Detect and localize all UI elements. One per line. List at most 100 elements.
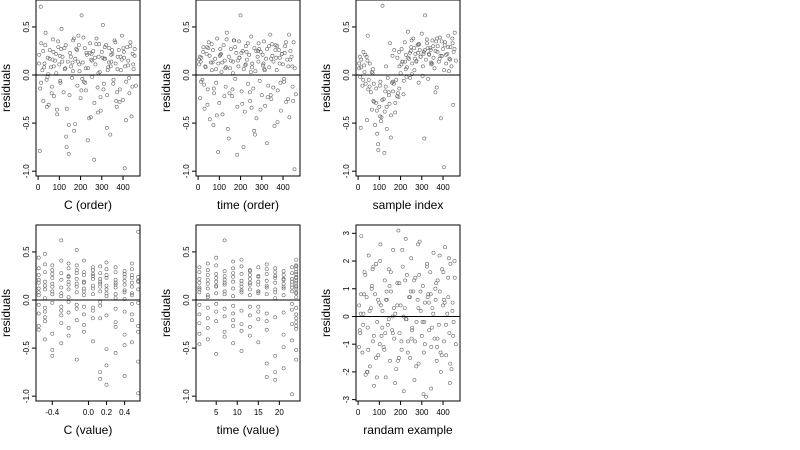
data-point (236, 39, 241, 44)
data-point (447, 69, 451, 74)
data-point (97, 42, 102, 47)
data-point (82, 289, 86, 294)
data-point (273, 280, 278, 285)
x-axis: 0 100 200 300 400 (356, 401, 450, 417)
data-point (426, 292, 431, 297)
data-point (240, 102, 245, 106)
data-point (235, 152, 240, 157)
data-point (104, 363, 109, 368)
data-point (403, 236, 408, 241)
data-point (401, 92, 406, 97)
y-tick-label: -0.5 (22, 341, 31, 355)
data-point (378, 242, 383, 247)
data-point (95, 85, 100, 90)
data-point (50, 300, 55, 305)
data-point (256, 49, 260, 53)
data-point (385, 322, 390, 327)
data-point (263, 103, 267, 108)
data-point (257, 47, 262, 51)
data-point (43, 270, 47, 275)
x-tick-label: 5 (214, 408, 219, 417)
data-point (366, 253, 371, 258)
data-point (400, 247, 405, 252)
data-point (369, 70, 374, 75)
data-point (294, 312, 299, 317)
data-point (107, 60, 111, 65)
data-point (83, 66, 88, 71)
data-point (264, 311, 269, 316)
data-point (290, 271, 294, 276)
data-point (239, 272, 244, 276)
data-point (374, 86, 379, 91)
data-point (45, 55, 50, 60)
data-point (380, 98, 385, 102)
data-point (281, 276, 286, 281)
data-point (248, 99, 253, 103)
data-point (91, 286, 95, 291)
data-point (274, 55, 279, 60)
data-point (113, 40, 118, 45)
data-point (429, 60, 434, 65)
data-point (82, 329, 86, 334)
y-tick-label: -2 (342, 368, 351, 376)
data-point (408, 289, 413, 294)
data-point (434, 281, 439, 286)
data-point (438, 369, 443, 374)
data-point (198, 96, 203, 101)
data-point (268, 93, 273, 98)
data-point (357, 61, 361, 66)
data-point (428, 292, 433, 297)
data-point (36, 286, 41, 291)
data-point (273, 315, 278, 320)
data-point (385, 76, 390, 80)
data-point (222, 274, 227, 278)
data-point (273, 377, 278, 382)
data-point (358, 75, 363, 79)
data-point (239, 349, 244, 353)
data-point (417, 48, 422, 52)
data-point (251, 86, 256, 91)
data-point (388, 135, 393, 140)
x-axis-title: C (order) (64, 198, 112, 212)
data-point (36, 302, 41, 307)
y-tick-label: -1.0 (342, 164, 351, 178)
data-point (121, 46, 126, 51)
data-point (122, 274, 127, 279)
data-point (431, 250, 436, 255)
y-tick-label: 3 (342, 231, 351, 236)
data-point (276, 48, 281, 52)
x-tick-label: 200 (234, 183, 248, 192)
data-point (222, 58, 227, 63)
data-point (105, 126, 109, 130)
data-point (286, 97, 291, 102)
data-point (217, 53, 222, 58)
x-tick-label: 0 (356, 183, 361, 192)
data-point (43, 305, 47, 310)
data-point (434, 85, 439, 90)
data-point (418, 54, 423, 59)
data-point (197, 331, 202, 336)
data-point (410, 72, 414, 77)
data-point (427, 300, 431, 305)
data-point (421, 52, 426, 56)
data-point (257, 78, 262, 83)
data-point (62, 46, 67, 51)
data-point (102, 81, 106, 86)
data-point (115, 67, 120, 72)
data-point (91, 292, 95, 297)
data-point (365, 58, 370, 63)
data-point (254, 49, 259, 53)
data-point (258, 107, 263, 112)
data-point (382, 109, 387, 114)
data-point (397, 281, 402, 286)
data-point (129, 291, 134, 296)
data-point (391, 306, 396, 311)
data-point (435, 336, 440, 341)
data-point (136, 324, 141, 328)
x-axis: 5 10 15 20 (214, 401, 284, 417)
data-point (445, 311, 450, 316)
data-point (202, 106, 207, 111)
data-point (435, 36, 440, 41)
data-point (68, 51, 72, 55)
data-point (388, 41, 392, 46)
